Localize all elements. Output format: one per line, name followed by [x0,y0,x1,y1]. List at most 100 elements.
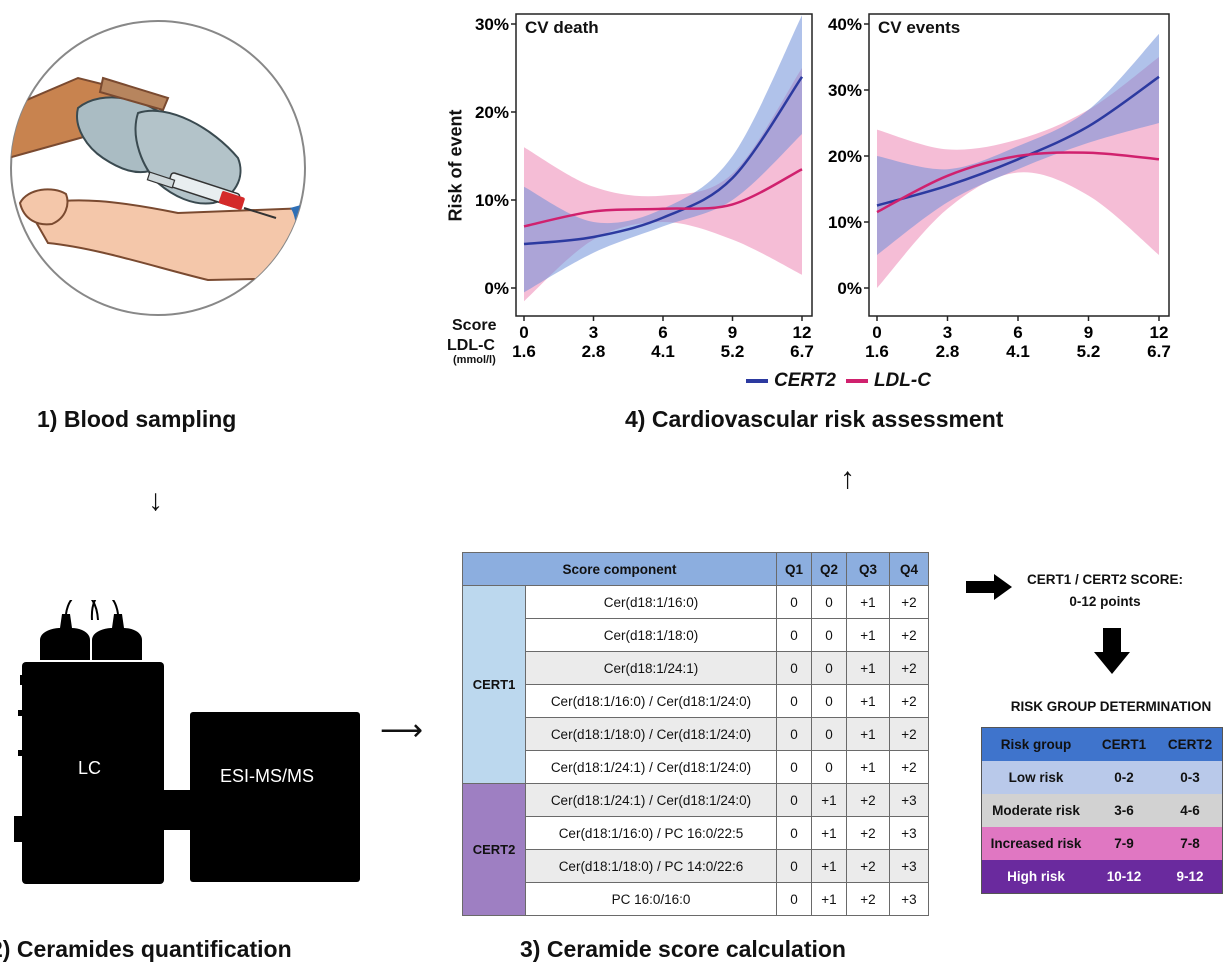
score-value: +2 [889,684,929,718]
risk-group-name: Moderate risk [992,803,1080,818]
chart-1-ytick-label: 0% [484,279,509,298]
chart-2-xtick-score: 0 [872,323,881,342]
legend-ldlc-swatch [845,379,868,383]
score-value: +1 [846,618,890,652]
step-3-title: 3) Ceramide score calculation [520,936,846,962]
table-row: Cer(d18:1/24:1) 0 0 +1 +2 [463,651,929,685]
table-row: Cer(d18:1/18:0) 0 0 +1 +2 [463,618,929,652]
score-value: +2 [889,651,929,685]
right-arrow-icon: ⟶ [380,714,424,747]
score-value: 0 [811,750,847,784]
score-value: 0 [776,882,812,916]
risk-group-title: RISK GROUP DETERMINATION [1010,699,1212,714]
score-header-component: Score component [462,552,777,586]
score-value: +3 [889,816,929,850]
chart-2-xtick-ldl: 2.8 [936,342,960,361]
score-value: +2 [846,849,890,883]
score-component: Cer(d18:1/16:0) / PC 16:0/22:5 [525,816,777,850]
risk-row-high: High risk 10-12 9-12 [981,860,1223,894]
score-component: Cer(d18:1/18:0) / PC 14:0/22:6 [525,849,777,883]
score-summary-line1: CERT1 / CERT2 SCORE: [1026,572,1184,587]
cert1-range: 10-12 [1106,869,1142,884]
legend-cert2-label: CERT2 [774,370,836,391]
score-value: 0 [776,717,812,751]
chart-2-xtick-score: 3 [943,323,952,342]
score-value: +2 [889,618,929,652]
table-row: Cer(d18:1/18:0) / Cer(d18:1/24:0) 0 0 +1… [463,717,929,751]
cert2-range: 0-3 [1180,770,1200,785]
cert1-range: 7-9 [1114,836,1134,851]
score-value: +2 [846,783,890,817]
cert1-range: 3-6 [1114,803,1134,818]
chart-2-ytick-label: 10% [828,213,862,232]
score-summary-line2: 0-12 points [1069,594,1141,609]
step-1-title: 1) Blood sampling [37,406,237,432]
risk-group-name: Low risk [1008,770,1064,785]
cert1-range: 0-2 [1114,770,1134,785]
cert1-group-label: CERT1 [462,585,526,784]
score-value: +3 [889,882,929,916]
chart-2-ytick-label: 20% [828,147,862,166]
score-value: +1 [811,882,847,916]
table-row: CERT1 Cer(d18:1/16:0) 0 0 +1 +2 [462,585,929,784]
chart-2-ytick-label: 40% [828,15,862,34]
chart-2-line-cert2 [876,75,1160,207]
thick-down-arrow-icon [1094,628,1130,674]
score-header-q3: Q3 [846,552,890,586]
up-arrow-icon: ↑ [840,462,855,495]
score-component: Cer(d18:1/18:0) / Cer(d18:1/24:0) [525,717,777,751]
table-row: CERT2 Cer(d18:1/24:1) / Cer(d18:1/24:0) … [462,783,929,916]
cert2-range: 7-8 [1180,836,1200,851]
ldlc-row-label: LDL-C [447,337,495,354]
score-component: Cer(d18:1/16:0) [525,585,777,619]
cert2-group-label: CERT2 [462,783,526,916]
chart-2-xtick-ldl: 6.7 [1147,342,1171,361]
risk-row-low: Low risk 0-2 0-3 [981,761,1223,794]
blood-sampling-illustration [8,18,308,318]
score-value: +1 [811,783,847,817]
cert2-range: 9-12 [1176,869,1204,884]
score-value: +1 [846,750,890,784]
chart1-ylabel: Risk of event [445,109,466,222]
score-value: 0 [776,849,812,883]
score-table-header-row: Score component Q1 Q2 Q3 Q4 [462,552,929,586]
score-row-label: Score [452,317,497,334]
risk-header-cell: CERT1 [1101,737,1147,752]
score-value: +3 [889,849,929,883]
score-value: +1 [846,684,890,718]
table-row: PC 16:0/16:0 0 +1 +2 +3 [463,882,929,916]
score-component: Cer(d18:1/24:1) / Cer(d18:1/24:0) [525,783,777,817]
chart-1-xtick-ldl: 5.2 [721,342,745,361]
score-value: 0 [776,750,812,784]
score-value: 0 [776,585,812,619]
chart-1-xtick-score: 12 [793,323,812,342]
score-value: +1 [846,717,890,751]
step-4-title: 4) Cardiovascular risk assessment [625,406,1004,432]
score-value: 0 [776,783,812,817]
risk-group-name: Increased risk [990,836,1082,851]
score-header-q1: Q1 [776,552,812,586]
down-arrow-icon: ↓ [148,484,163,517]
lc-label: LC [78,758,102,778]
risk-charts: 0%10%20%30%01.632.864.195.2126.70%10%20%… [475,13,1171,361]
chart-1-xtick-ldl: 2.8 [582,342,606,361]
table-row: Cer(d18:1/16:0) / PC 16:0/22:5 0 +1 +2 +… [463,816,929,850]
score-value: +2 [846,882,890,916]
score-value: 0 [776,618,812,652]
chart-2-line-ldl-c [876,151,1160,214]
table-row: Cer(d18:1/18:0) / PC 14:0/22:6 0 +1 +2 +… [463,849,929,883]
risk-header-row: Risk group CERT1 CERT2 [981,727,1223,761]
chart-1-xtick-ldl: 1.6 [512,342,536,361]
chart-1-xtick-score: 9 [728,323,737,342]
risk-header-cell: Risk group [1000,737,1072,752]
score-header-q2: Q2 [811,552,847,586]
score-value: 0 [776,651,812,685]
score-value: +2 [846,816,890,850]
risk-row-increased: Increased risk 7-9 7-8 [981,827,1223,860]
blood-draw-image [10,20,306,316]
legend-cert2-swatch [746,379,768,383]
chart-2-xtick-ldl: 4.1 [1006,342,1030,361]
score-component: PC 16:0/16:0 [525,882,777,916]
chart1-title: CV death [525,18,599,37]
chart-2-xtick-ldl: 1.6 [865,342,889,361]
